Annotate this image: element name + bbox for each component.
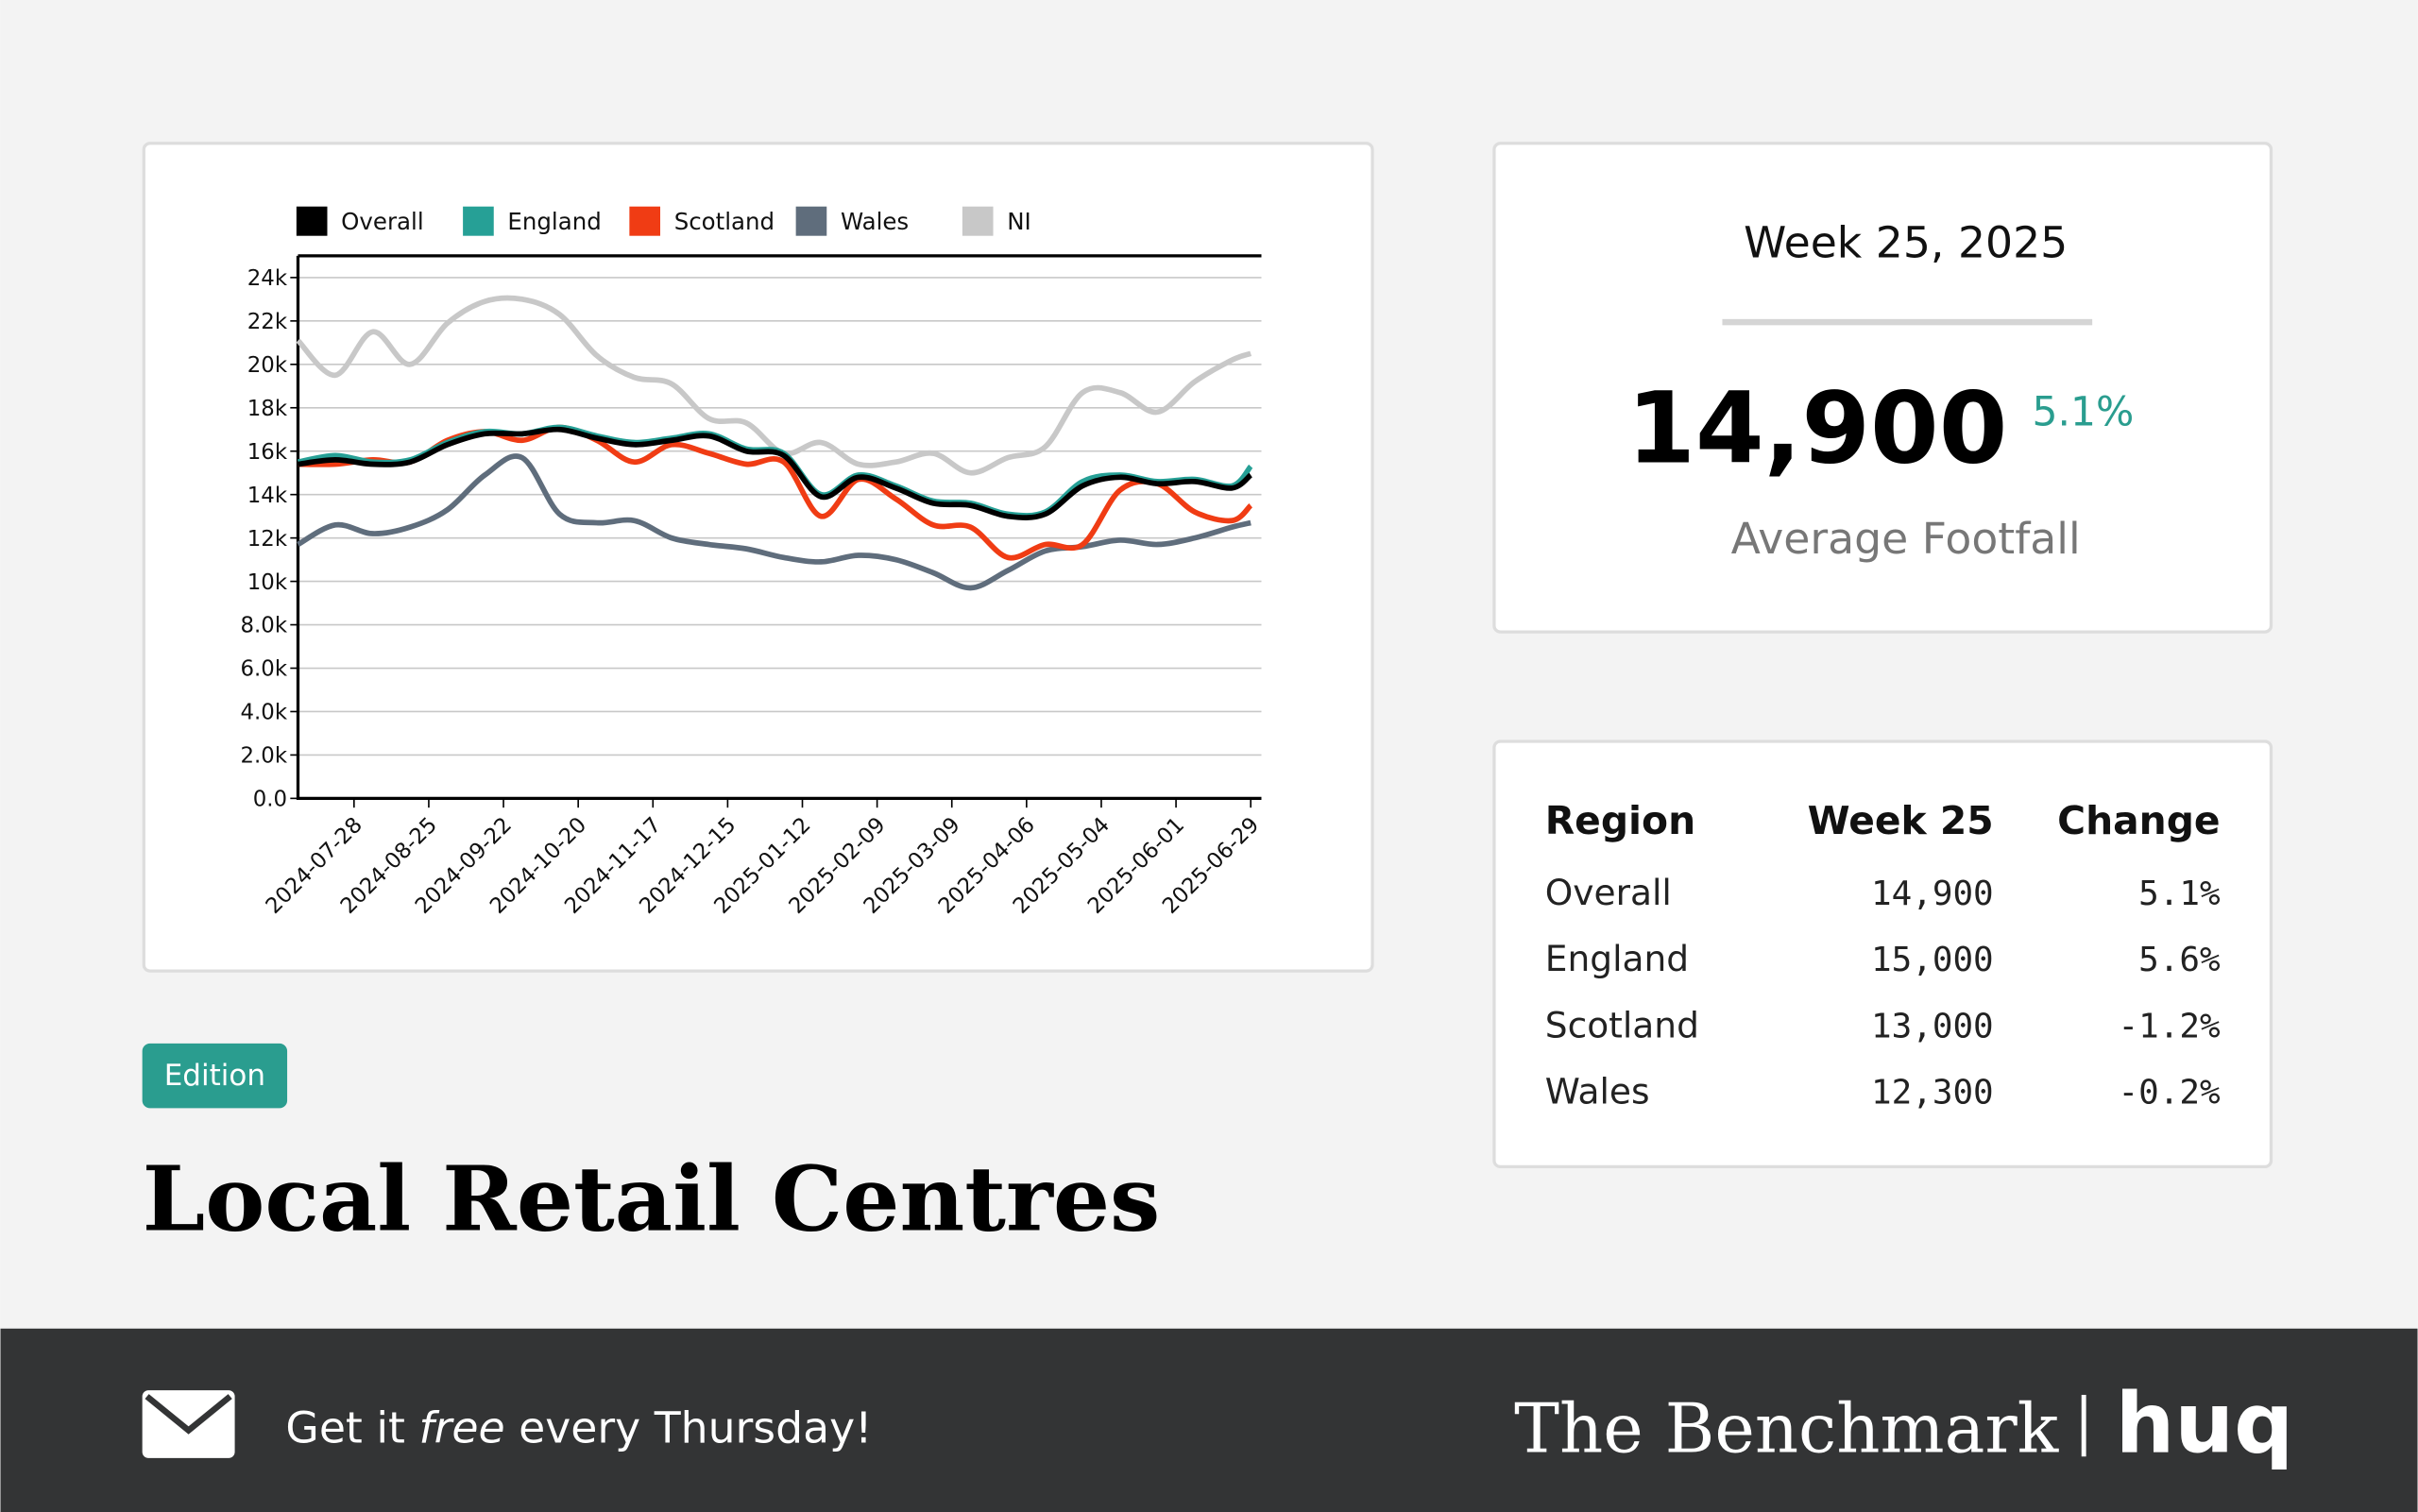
- y-tick-label: 10k: [247, 570, 288, 595]
- table-header: Change: [2057, 798, 2220, 843]
- table-cell: Wales: [1545, 1071, 1650, 1113]
- series-line: [297, 453, 1252, 591]
- legend-label: Wales: [841, 208, 909, 235]
- table-cell: 15,000: [1871, 941, 1994, 979]
- table-card: [1492, 739, 2273, 1169]
- footer: [0, 1328, 2418, 1512]
- y-tick-label: 14k: [247, 484, 288, 508]
- footer-cta: Get it free every Thursday!: [285, 1403, 872, 1453]
- legend-label: England: [507, 208, 601, 235]
- divider: [1722, 318, 2093, 326]
- y-tick-label: 6.0k: [241, 657, 288, 682]
- cta-text: every Thursday!: [505, 1403, 873, 1453]
- table-cell: -1.2%: [2119, 1007, 2221, 1045]
- mail-icon: [142, 1390, 235, 1458]
- summary-card: [1492, 142, 2273, 634]
- edition-label: Edition: [164, 1059, 265, 1093]
- table-cell: 13,000: [1871, 1007, 1994, 1045]
- y-tick-label: 24k: [247, 266, 288, 291]
- table-cell: 12,300: [1871, 1074, 1994, 1113]
- footer-brand: The Benchmark: [1514, 1388, 2059, 1468]
- legend-label: Scotland: [674, 208, 775, 235]
- y-tick-label: 22k: [247, 310, 288, 334]
- y-tick-label: 8.0k: [241, 614, 288, 638]
- edition-badge: [142, 1043, 288, 1109]
- separator: [2081, 1394, 2086, 1457]
- table-cell: -0.2%: [2119, 1074, 2221, 1113]
- table-cell: 5.1%: [2138, 875, 2221, 913]
- y-tick-label: 20k: [247, 353, 288, 378]
- footer-logo: huq: [2116, 1374, 2294, 1471]
- table-cell: 5.6%: [2138, 941, 2221, 979]
- y-tick-label: 0.0: [253, 788, 287, 812]
- legend-label: Overall: [341, 208, 423, 235]
- table-cell: England: [1545, 938, 1689, 979]
- legend-swatch: [296, 206, 328, 236]
- y-tick-label: 2.0k: [241, 744, 288, 769]
- summary-change: 5.1%: [2032, 389, 2134, 435]
- legend-label: NI: [1007, 208, 1031, 235]
- summary-label: Average Footfall: [1731, 514, 2081, 564]
- summary-week: Week 25, 2025: [1744, 218, 2068, 268]
- legend-swatch: [463, 206, 494, 236]
- table-cell: Overall: [1545, 872, 1672, 913]
- y-tick-label: 12k: [247, 527, 288, 552]
- series-line: [298, 426, 1253, 520]
- cta-emphasis: free: [419, 1403, 505, 1453]
- table-header: Week 25: [1808, 798, 1994, 843]
- y-tick-label: 16k: [247, 440, 288, 465]
- table-header: Region: [1545, 798, 1695, 843]
- legend-swatch: [629, 206, 661, 236]
- table-cell: Scotland: [1545, 1004, 1699, 1045]
- page-title: Local Retail Centres: [143, 1147, 1161, 1251]
- cta-text: Get it: [285, 1403, 418, 1453]
- table-cell: 14,900: [1871, 875, 1994, 913]
- legend-swatch: [795, 206, 827, 236]
- legend-swatch: [962, 206, 994, 236]
- summary-value: 14,900: [1626, 371, 2007, 486]
- y-tick-label: 4.0k: [241, 701, 288, 725]
- y-tick-label: 18k: [247, 397, 288, 421]
- chart-card: [142, 142, 1374, 973]
- table: Region Week 25 Change Overall 14,900 5.1% Engl…: [1545, 798, 2221, 1113]
